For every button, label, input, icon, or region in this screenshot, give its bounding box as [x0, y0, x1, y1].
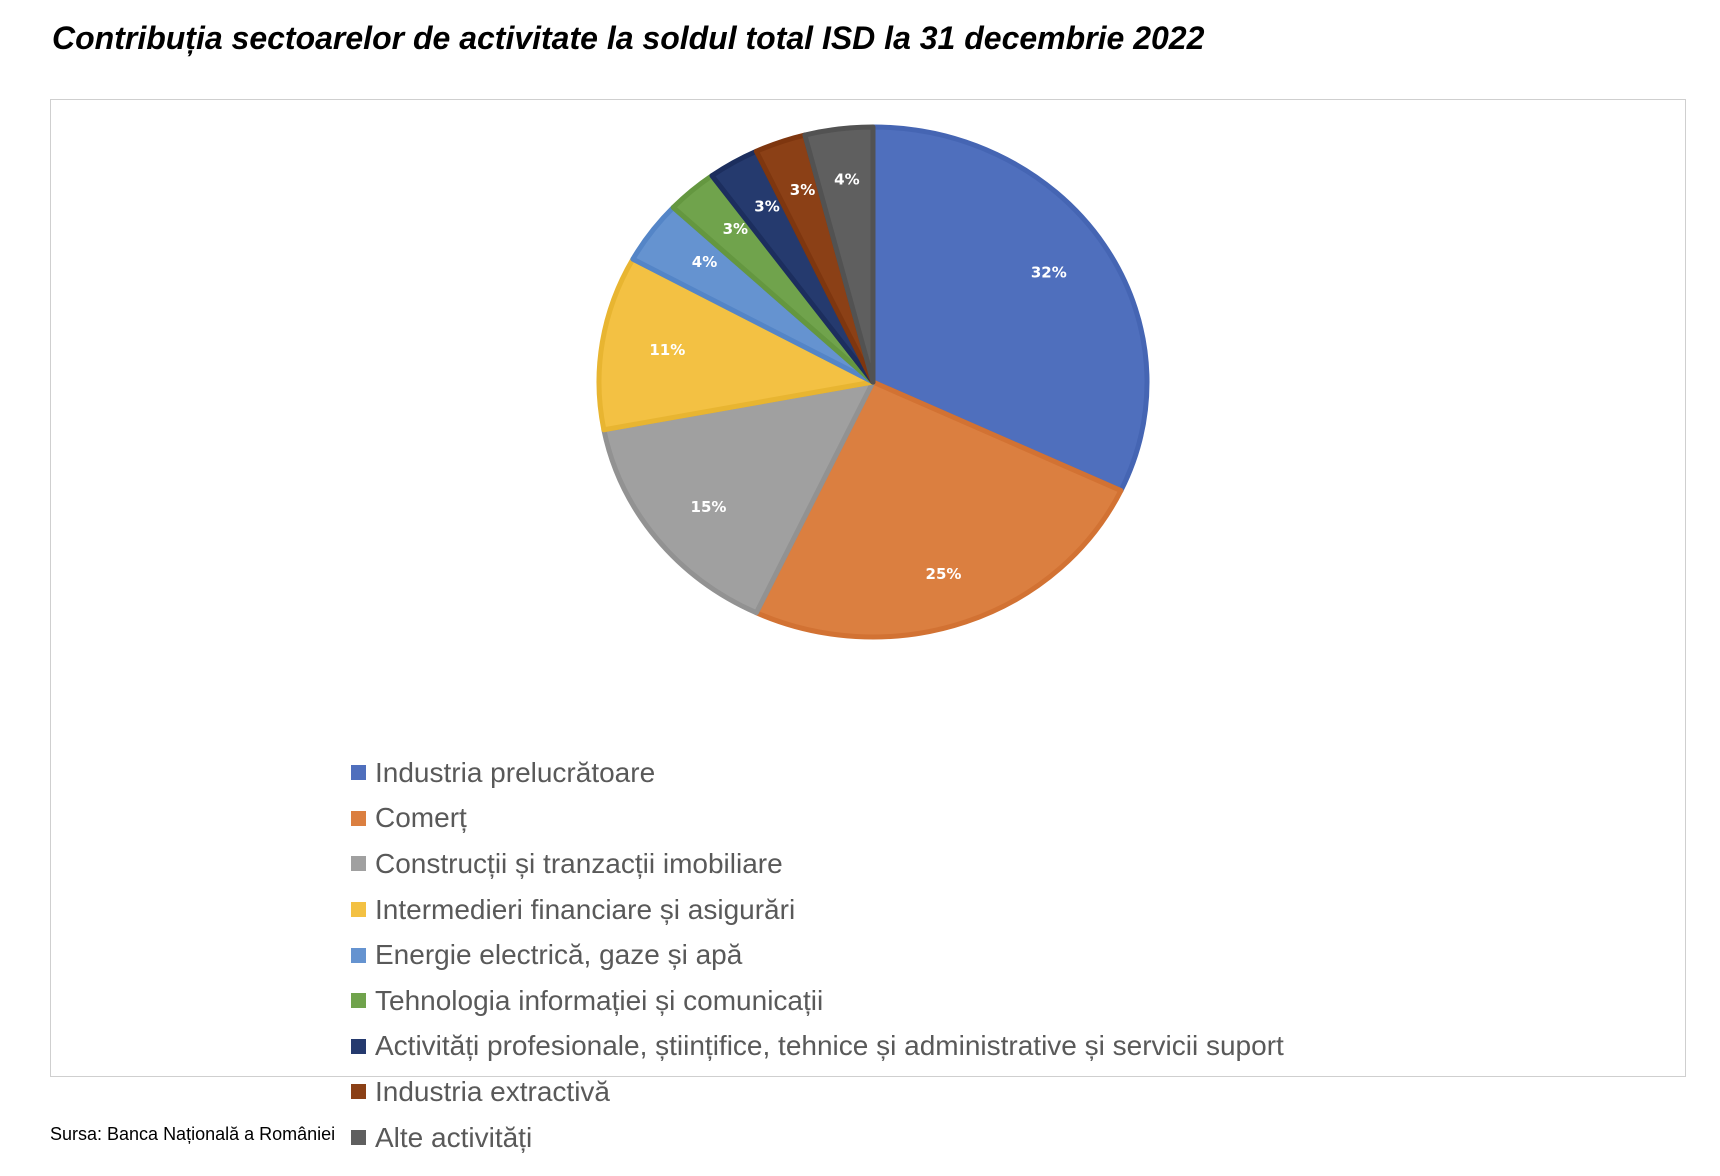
- slice-label-tehnologia-informatiei-si-comunicatii: 3%: [723, 220, 748, 238]
- pie-slice-alte-activitati: [802, 124, 876, 385]
- legend-item-constructii-si-tranzactii-imobiliare: Construcții și tranzacții imobiliare: [351, 841, 1284, 887]
- slice-label-industria-prelucratoare: 32%: [1031, 264, 1067, 282]
- legend-label: Activități profesionale, științifice, te…: [375, 1030, 1284, 1062]
- legend-label: Tehnologia informației și comunicații: [375, 984, 824, 1016]
- slice-label-constructii-si-tranzactii-imobiliare: 15%: [691, 498, 727, 516]
- legend: Industria prelucrătoare Comerț Construcții…: [351, 750, 1284, 1160]
- legend-swatch: [351, 947, 366, 963]
- legend-label: Comerț: [375, 802, 467, 834]
- slice-label-energie-electrica-gaze-si-apa: 4%: [692, 253, 717, 271]
- legend-item-industria-prelucratoare: Industria prelucrătoare: [351, 750, 1284, 796]
- slice-label-activitati-profesionale-stiintifice-tehnice-si-administrative-si-servicii-suport: 3%: [754, 197, 779, 215]
- legend-swatch: [351, 902, 366, 918]
- slice-label-intermedieri-financiare-si-asigurari: 11%: [649, 341, 685, 359]
- legend-item-intermedieri-financiare-si-asigurari: Intermedieri financiare și asigurări: [351, 887, 1284, 933]
- legend-label: Intermedieri financiare și asigurări: [375, 893, 796, 925]
- source-note: Sursa: Banca Națională a României: [50, 1124, 336, 1144]
- legend-swatch: [351, 1038, 366, 1054]
- slice-label-alte-activitati: 4%: [834, 171, 859, 189]
- legend-item-comert: Comerț: [351, 796, 1284, 842]
- legend-swatch: [351, 765, 366, 781]
- pie-slice-intermedieri-financiare-si-asigurari: [596, 256, 876, 433]
- legend-swatch: [351, 810, 366, 826]
- legend-label: Industria prelucrătoare: [375, 756, 656, 788]
- legend-label: Energie electrică, gaze și apă: [375, 939, 743, 971]
- legend-item-industria-extractiva: Industria extractivă: [351, 1069, 1284, 1115]
- legend-item-activitati-profesionale-stiintifice-tehnice-si-administrative-si-servicii-suport: Activități profesionale, științifice, te…: [351, 1024, 1284, 1070]
- pie-chart: 32% 25% 15% 11% 4% 3% 3% 3% 4%: [596, 124, 1150, 640]
- chart-area: 32% 25% 15% 11% 4% 3% 3% 3% 4% Industria prelucr…: [50, 99, 1686, 1153]
- pie-slice-industria-prelucratoare: [870, 124, 1150, 494]
- legend-label: Industria extractivă: [375, 1075, 610, 1107]
- legend-item-alte-activitati: Alte activități: [351, 1115, 1284, 1161]
- chart-title: Contribuția sectoarelor de activitate la…: [52, 20, 1205, 56]
- legend-label: Construcții și tranzacții imobiliare: [375, 847, 783, 879]
- legend-swatch: [351, 993, 366, 1009]
- legend-item-tehnologia-informatiei-si-comunicatii: Tehnologia informației și comunicații: [351, 978, 1284, 1024]
- pie-slice-comert: [753, 379, 1124, 640]
- slice-label-industria-extractiva: 3%: [790, 181, 815, 199]
- legend-label: Alte activități: [375, 1121, 533, 1153]
- legend-swatch: [351, 1084, 366, 1100]
- legend-swatch: [351, 1130, 366, 1146]
- slice-label-comert: 25%: [926, 565, 962, 583]
- legend-item-energie-electrica-gaze-si-apa: Energie electrică, gaze și apă: [351, 932, 1284, 978]
- pie-slice-constructii-si-tranzactii-imobiliare: [601, 379, 876, 616]
- legend-swatch: [351, 856, 366, 872]
